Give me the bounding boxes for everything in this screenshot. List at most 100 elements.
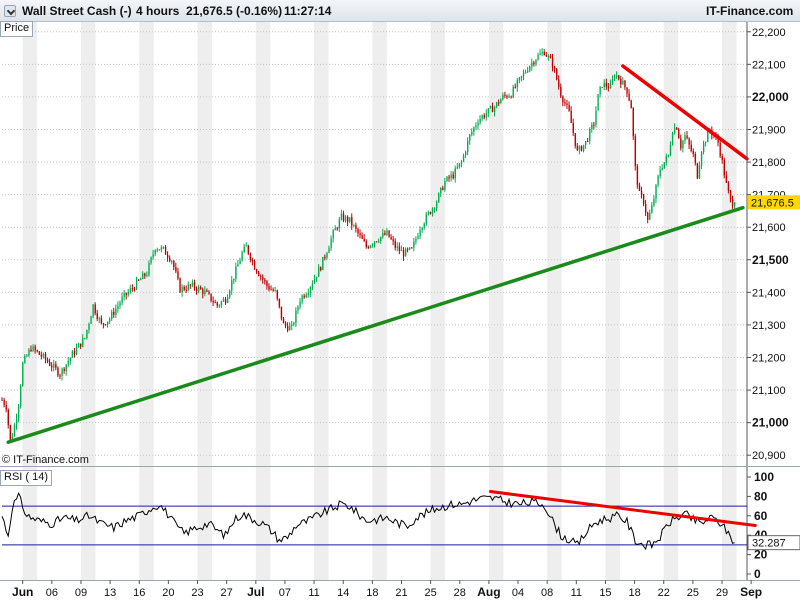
candle-body (444, 180, 446, 190)
candle-body (543, 51, 545, 56)
candle-body (680, 138, 682, 149)
candle-body (309, 287, 312, 293)
candle-body (293, 322, 295, 325)
candle-body (90, 316, 92, 324)
candle-body (276, 290, 279, 299)
candle-body (626, 87, 628, 94)
candle-body (375, 241, 378, 243)
candle-body (127, 291, 130, 295)
candle-body (533, 62, 535, 65)
candle-body (518, 77, 521, 81)
candle-body (208, 291, 210, 294)
candle-body (504, 94, 506, 96)
candle-body (299, 301, 301, 307)
candle-body (324, 256, 326, 258)
chevron-down-icon[interactable] (4, 5, 16, 17)
candle-body (514, 86, 517, 88)
x-tick-label: 29 (716, 587, 728, 599)
candle-body (351, 217, 353, 226)
candle-body (707, 131, 709, 143)
candle-body (42, 353, 45, 357)
candle-body (297, 306, 299, 311)
candle-body (152, 253, 154, 258)
candle-body (371, 244, 374, 246)
candle-body (402, 250, 405, 257)
candle-body (26, 355, 28, 357)
watermark: © IT-Finance.com (2, 454, 89, 466)
candle-body (229, 290, 231, 298)
candle-body (409, 247, 411, 250)
candle-body (137, 279, 140, 281)
candle-body (429, 212, 432, 214)
price-tick-label: 21,300 (752, 320, 786, 332)
candle-body (315, 276, 318, 279)
candle-body (187, 284, 190, 291)
candle-body (620, 78, 622, 85)
rsi-last-value-badge (747, 535, 800, 551)
timeframe[interactable]: 4 hours (136, 4, 180, 18)
candle-body (274, 290, 276, 292)
candle-body (469, 134, 471, 141)
candle-body (373, 241, 376, 245)
candle-body (605, 82, 608, 87)
candle-body (634, 136, 637, 167)
candle-body (411, 247, 413, 249)
candle-body (237, 264, 239, 267)
candle-body (560, 86, 562, 97)
candle-body (682, 140, 684, 149)
candle-body (239, 260, 241, 265)
candle-body (282, 318, 285, 324)
candle-body (717, 137, 719, 143)
background-band (80, 22, 96, 580)
candle-body (481, 115, 483, 119)
candle-body (218, 305, 221, 307)
candle-body (456, 167, 459, 169)
candle-body (98, 318, 101, 320)
candle-body (489, 106, 492, 109)
candle-body (458, 163, 461, 168)
candle-body (407, 248, 409, 250)
candle-body (73, 351, 76, 355)
background-band (372, 22, 387, 580)
candle-body (75, 347, 78, 355)
x-tick-label: 22 (658, 587, 670, 599)
candle-body (82, 338, 84, 347)
candle-body (202, 289, 204, 295)
candle-body (181, 286, 183, 293)
background-band (430, 22, 446, 580)
candle-body (398, 246, 401, 251)
candle-body (363, 238, 365, 242)
candle-body (284, 323, 287, 326)
candle-body (322, 256, 324, 271)
background-band (314, 22, 329, 580)
candle-body (328, 247, 330, 253)
candle-body (587, 140, 589, 142)
rsi-last-value-label: 32.287 (752, 538, 786, 550)
price-tick-label: 21,200 (752, 353, 786, 365)
candle-body (195, 288, 198, 291)
x-tick-label: 23 (191, 587, 203, 599)
candle-body (96, 313, 98, 320)
candle-body (609, 83, 612, 89)
candle-body (576, 145, 579, 151)
candle-body (435, 202, 438, 209)
candle-body (179, 278, 181, 293)
candle-body (9, 424, 12, 441)
candle-body (158, 249, 161, 251)
candle-body (189, 284, 192, 286)
candle-body (355, 225, 357, 229)
candle-body (423, 223, 425, 228)
candle-body (380, 236, 382, 242)
rsi-tick-label: 60 (754, 509, 768, 523)
candle-body (346, 216, 349, 222)
candle-body (212, 300, 214, 303)
candle-body (705, 142, 707, 144)
candle-body (175, 267, 177, 272)
candle-body (48, 361, 51, 366)
candle-body (332, 230, 334, 239)
candle-body (28, 349, 30, 356)
x-tick-label: 25 (687, 587, 699, 599)
candle-body (77, 343, 80, 348)
candle-body (51, 365, 53, 368)
